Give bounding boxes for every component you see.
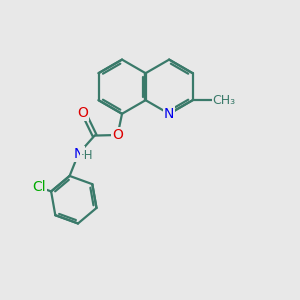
Text: CH₃: CH₃ [212,94,236,107]
Text: ·H: ·H [81,149,94,162]
Text: Cl: Cl [32,180,46,194]
Text: N: N [164,107,174,121]
Text: O: O [77,106,88,120]
Text: N: N [73,147,84,161]
Text: O: O [112,128,123,142]
